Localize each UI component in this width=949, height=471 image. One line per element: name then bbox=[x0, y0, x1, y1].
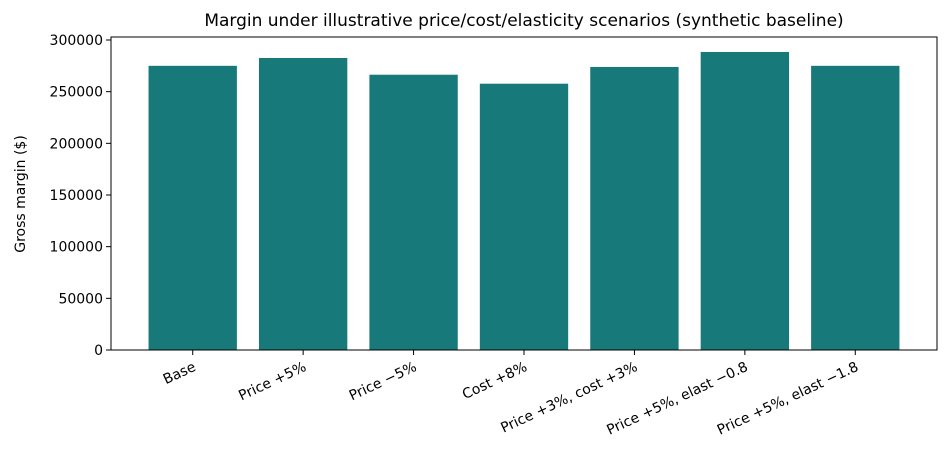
bar bbox=[369, 74, 458, 350]
x-tick-label: Base bbox=[161, 359, 199, 388]
x-tick-label: Price +5% bbox=[236, 359, 309, 404]
y-tick-label: 200000 bbox=[50, 136, 103, 152]
bar bbox=[700, 51, 790, 351]
plot-frame bbox=[110, 36, 938, 351]
y-tick-label: 150000 bbox=[50, 188, 103, 204]
y-tick-label: 0 bbox=[94, 343, 103, 359]
bar bbox=[148, 65, 237, 350]
bar bbox=[590, 66, 679, 351]
x-tick-label: Cost +8% bbox=[460, 359, 530, 403]
y-tick-label: 100000 bbox=[50, 240, 103, 256]
y-axis-label: Gross margin ($) bbox=[13, 135, 29, 253]
y-tick-label: 300000 bbox=[50, 33, 103, 49]
bar bbox=[479, 83, 569, 351]
y-tick-label: 250000 bbox=[50, 85, 103, 101]
y-tick-label: 50000 bbox=[58, 291, 103, 307]
x-tick-label: Price −5% bbox=[347, 359, 420, 404]
chart-title: Margin under illustrative price/cost/ela… bbox=[204, 11, 843, 31]
bar bbox=[811, 65, 900, 350]
bar bbox=[258, 57, 348, 350]
